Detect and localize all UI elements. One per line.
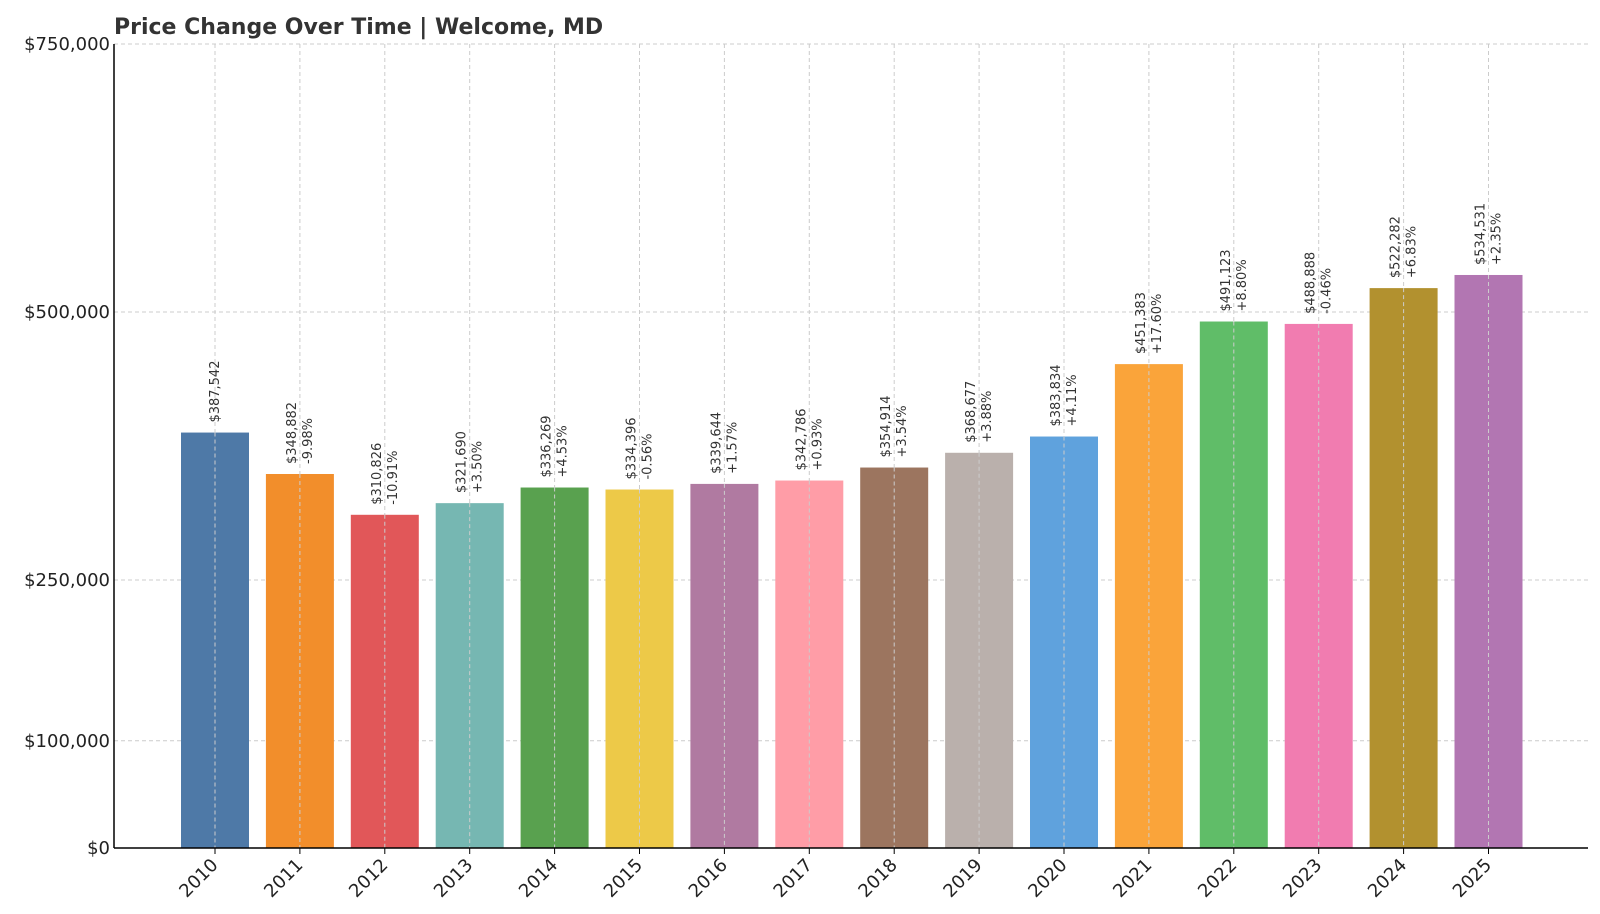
- change-label: -10.91%: [386, 451, 401, 505]
- value-label: $387,542: [208, 361, 223, 423]
- value-label: $383,834: [1049, 364, 1064, 426]
- value-label: $522,282: [1389, 216, 1404, 278]
- x-tick-label: 2023: [1279, 855, 1326, 902]
- bar: [1369, 288, 1438, 848]
- change-label: -0.46%: [1320, 268, 1335, 314]
- x-tick-label: 2014: [515, 855, 562, 902]
- value-label: $491,123: [1219, 249, 1234, 311]
- x-tick-label: 2015: [600, 855, 647, 902]
- bars: [181, 274, 1523, 849]
- x-tick-label: 2016: [685, 855, 732, 902]
- change-label: +4.11%: [1065, 374, 1080, 426]
- bar: [520, 487, 589, 848]
- x-tick-label: 2018: [854, 855, 901, 902]
- change-label: +6.83%: [1405, 226, 1420, 278]
- value-label: $310,826: [370, 443, 385, 505]
- change-label: +1.57%: [725, 422, 740, 474]
- x-tick-label: 2010: [175, 855, 222, 902]
- grid-lines: [114, 43, 1588, 849]
- value-label: $488,888: [1304, 252, 1319, 314]
- value-label: $334,396: [625, 417, 640, 479]
- y-tick-label: $250,000: [24, 570, 110, 591]
- y-tick-label: $500,000: [24, 302, 110, 323]
- chart-title: Price Change Over Time | Welcome, MD: [114, 15, 603, 40]
- change-label: +2.35%: [1490, 213, 1505, 265]
- value-label: $321,690: [455, 431, 470, 493]
- change-label: -9.98%: [301, 418, 316, 464]
- y-tick-label: $750,000: [24, 34, 110, 55]
- x-tick-label: 2012: [345, 855, 392, 902]
- value-label: $451,383: [1134, 292, 1149, 354]
- x-tick-label: 2011: [260, 855, 307, 902]
- data-labels: $387,542 $348,882 -9.98% $310,826 -10.91% $32…: [208, 203, 1505, 505]
- y-tick-label: $0: [87, 838, 110, 859]
- value-label: $336,269: [540, 415, 555, 477]
- change-label: +8.80%: [1235, 259, 1250, 311]
- bar: [350, 514, 419, 848]
- x-tick-label: 2013: [430, 855, 477, 902]
- change-label: +17.60%: [1150, 294, 1165, 354]
- x-tick-label: 2025: [1449, 855, 1496, 902]
- change-label: +3.88%: [980, 391, 995, 443]
- change-label: +0.93%: [810, 418, 825, 470]
- change-label: -0.56%: [641, 434, 656, 480]
- change-label: +4.53%: [556, 425, 571, 477]
- x-tick-label: 2020: [1024, 855, 1071, 902]
- value-label: $348,882: [285, 402, 300, 464]
- x-tick-label: 2024: [1364, 855, 1411, 902]
- value-label: $534,531: [1474, 203, 1489, 265]
- change-label: +3.50%: [471, 441, 486, 493]
- value-label: $354,914: [879, 396, 894, 458]
- x-tick-label: 2019: [939, 855, 986, 902]
- x-tick-label: 2017: [770, 855, 817, 902]
- x-tick-label: 2022: [1194, 855, 1241, 902]
- x-tick-label: 2021: [1109, 855, 1156, 902]
- change-label: +3.54%: [895, 405, 910, 457]
- value-label: $368,677: [964, 381, 979, 443]
- y-tick-label: $100,000: [24, 731, 110, 752]
- value-label: $342,786: [794, 409, 809, 471]
- value-label: $339,644: [709, 412, 724, 474]
